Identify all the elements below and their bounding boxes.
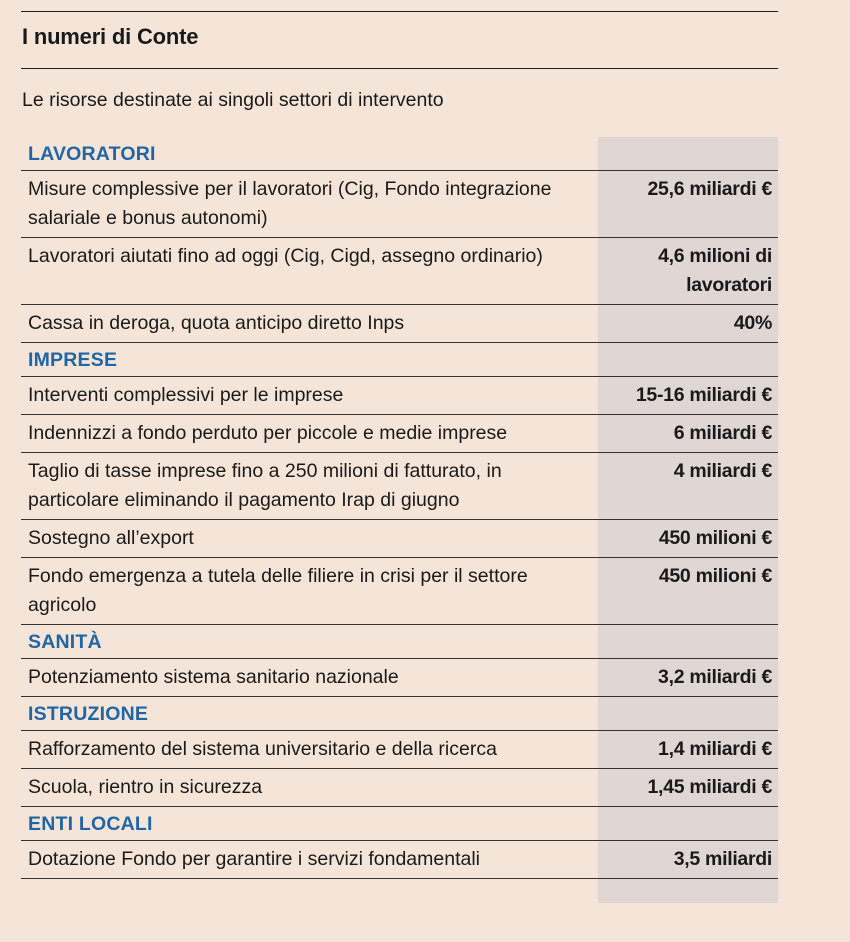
row-label: Lavoratori aiutati fino ad oggi (Cig, Ci…	[28, 245, 543, 267]
page-subtitle: Le risorse destinate ai singoli settori …	[22, 89, 444, 111]
row-value: 4,6 milioni di lavoratori	[658, 245, 772, 296]
section-title: ENTI LOCALI	[28, 813, 153, 835]
row-value: 4 miliardi €	[673, 460, 773, 482]
row-value: 3,2 miliardi €	[658, 666, 772, 688]
table-row: Fondo emergenza a tutela delle filiere i…	[21, 558, 778, 625]
row-label: Potenziamento sistema sanitario nazional…	[28, 666, 399, 688]
row-value: 450 milioni €	[658, 565, 772, 587]
table-row: Rafforzamento del sistema universitario …	[21, 731, 778, 769]
row-value: 1,4 miliardi €	[658, 738, 772, 760]
table-row: Misure complessive per il lavoratori (Ci…	[21, 171, 778, 238]
row-label: Fondo emergenza a tutela delle filiere i…	[28, 565, 528, 616]
table-row: Interventi complessivi per le imprese 15…	[21, 377, 778, 415]
row-value: 6 miliardi €	[673, 422, 773, 444]
row-value: 3,5 miliardi	[673, 848, 773, 870]
row-label: Sostegno all’export	[28, 527, 194, 549]
row-label: Cassa in deroga, quota anticipo diretto …	[28, 312, 405, 334]
section-title: IMPRESE	[28, 349, 118, 371]
row-label: Taglio di tasse imprese fino a 250 milio…	[28, 460, 502, 511]
row-label: Interventi complessivi per le imprese	[28, 384, 344, 406]
top-rule	[21, 11, 778, 12]
row-label: Misure complessive per il lavoratori (Ci…	[28, 178, 552, 229]
section-lavoratori: LAVORATORI	[21, 137, 778, 171]
row-value: 25,6 miliardi €	[647, 178, 773, 200]
row-label: Rafforzamento del sistema universitario …	[28, 738, 497, 760]
table-row: Scuola, rientro in sicurezza 1,45 miliar…	[21, 769, 778, 807]
table-row: Cassa in deroga, quota anticipo diretto …	[21, 305, 778, 343]
section-enti-locali: ENTI LOCALI	[21, 807, 778, 841]
section-title: LAVORATORI	[28, 143, 156, 165]
row-value: 1,45 miliardi €	[647, 776, 773, 798]
row-label: Indennizzi a fondo perduto per piccole e…	[28, 422, 508, 444]
section-sanita: SANITÀ	[21, 625, 778, 659]
title-rule	[21, 68, 778, 69]
table-row: Dotazione Fondo per garantire i servizi …	[21, 841, 778, 879]
row-value: 15-16 miliardi €	[635, 384, 772, 406]
row-label: Scuola, rientro in sicurezza	[28, 776, 263, 798]
table-row: Indennizzi a fondo perduto per piccole e…	[21, 415, 778, 453]
value-column-background	[598, 137, 778, 903]
table-row: Lavoratori aiutati fino ad oggi (Cig, Ci…	[21, 238, 778, 305]
section-title: ISTRUZIONE	[28, 703, 149, 725]
table-row: Taglio di tasse imprese fino a 250 milio…	[21, 453, 778, 520]
section-title: SANITÀ	[28, 631, 102, 653]
page-title: I numeri di Conte	[22, 24, 199, 49]
section-istruzione: ISTRUZIONE	[21, 697, 778, 731]
resources-table: LAVORATORI Misure complessive per il lav…	[21, 137, 778, 879]
table-row: Sostegno all’export 450 milioni €	[21, 520, 778, 558]
row-value: 40%	[733, 312, 772, 334]
table-row: Potenziamento sistema sanitario nazional…	[21, 659, 778, 697]
section-imprese: IMPRESE	[21, 343, 778, 377]
row-value: 450 milioni €	[658, 527, 772, 549]
row-label: Dotazione Fondo per garantire i servizi …	[28, 848, 480, 870]
